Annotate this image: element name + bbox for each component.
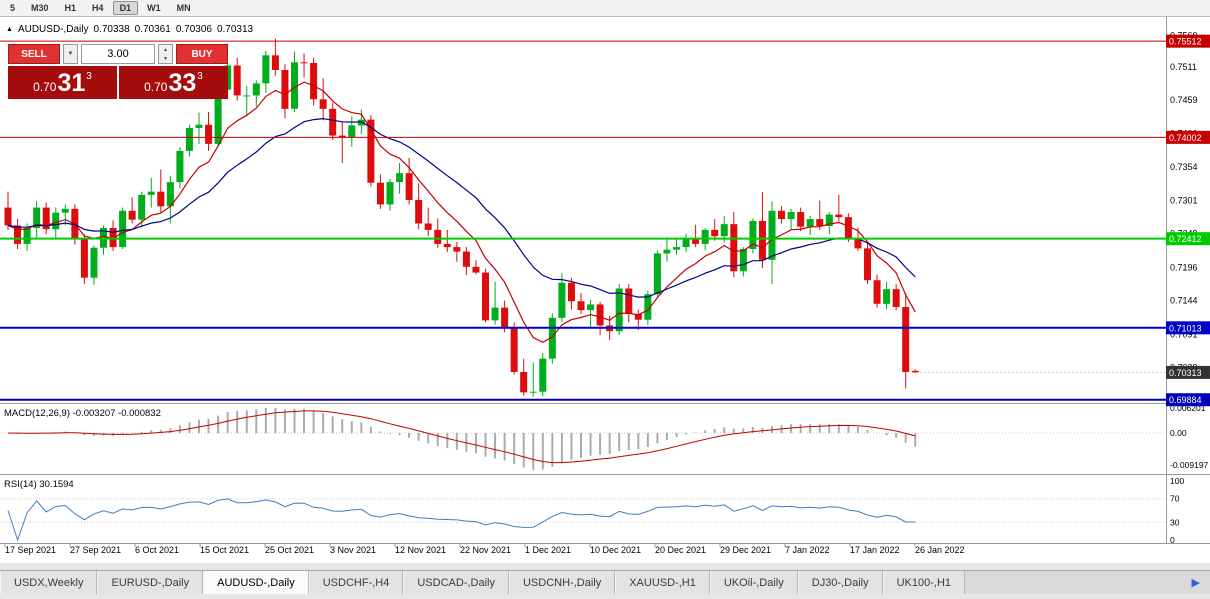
svg-text:0.7459: 0.7459 — [1170, 95, 1198, 105]
chart-tabbar: USDX,Weekly EURUSD-,Daily AUDUSD-,Daily USD… — [0, 571, 1210, 594]
chart-tab-dj30-daily[interactable]: DJ30-,Daily — [797, 571, 883, 594]
svg-text:0.75512: 0.75512 — [1169, 37, 1202, 47]
volume-input[interactable]: 3.00 — [81, 44, 155, 64]
macd-signal-line — [7, 410, 916, 464]
sell-button[interactable]: SELL — [8, 44, 60, 64]
one-click-trading-panel: SELL ▼ 3.00 ▲ ▼ BUY 0.70 31 3 0.70 33 3 — [8, 44, 228, 99]
chart-tab-uk100-h1[interactable]: UK100-,H1 — [882, 571, 966, 594]
ohlc-low: 0.70306 — [175, 24, 212, 35]
svg-text:22 Nov 2021: 22 Nov 2021 — [460, 545, 511, 555]
sell-price-prefix: 0.70 — [33, 79, 57, 94]
svg-text:1 Dec 2021: 1 Dec 2021 — [525, 545, 571, 555]
volume-spin-down-icon[interactable]: ▼ — [163, 55, 168, 62]
timeframe-button-D1[interactable]: D1 — [112, 1, 139, 15]
svg-text:12 Nov 2021: 12 Nov 2021 — [395, 545, 446, 555]
buy-button[interactable]: BUY — [176, 44, 228, 64]
timeframe-button-H1[interactable]: H1 — [64, 3, 77, 13]
ohlc-close: 0.70313 — [216, 24, 254, 35]
chart-expand-icon[interactable]: ▲ — [6, 26, 13, 33]
timeframe-button-H4[interactable]: H4 — [92, 3, 104, 13]
price-line-label-0.71013: 0.71013 — [1166, 321, 1210, 335]
candlestick-series — [4, 38, 919, 397]
svg-text:0.72412: 0.72412 — [1169, 234, 1202, 244]
timeframe-toolbar: 5 M30 H1 H4 D1 W1 MN — [0, 0, 1210, 17]
moving-average-21 — [7, 117, 916, 298]
svg-text:15 Oct 2021: 15 Oct 2021 — [200, 545, 249, 555]
svg-text:0: 0 — [1170, 535, 1175, 545]
chart-tab-ukoil-daily[interactable]: UKOil-,Daily — [709, 571, 798, 594]
svg-text:0.00: 0.00 — [1170, 428, 1187, 438]
svg-text:0.69884: 0.69884 — [1169, 395, 1202, 405]
macd-histogram — [16, 408, 917, 470]
rsi-line — [7, 498, 916, 542]
svg-text:70: 70 — [1170, 494, 1180, 504]
chart-tab-eurusd-daily[interactable]: EURUSD-,Daily — [97, 571, 204, 594]
timeframe-button-M30[interactable]: M30 — [31, 3, 49, 13]
sell-price-sup: 3 — [86, 71, 92, 82]
buy-price-prefix: 0.70 — [144, 79, 168, 94]
svg-text:17 Sep 2021: 17 Sep 2021 — [5, 545, 56, 555]
svg-text:6 Oct 2021: 6 Oct 2021 — [135, 545, 179, 555]
svg-text:26 Jan 2022: 26 Jan 2022 — [915, 545, 965, 555]
svg-text:10 Dec 2021: 10 Dec 2021 — [590, 545, 641, 555]
price-line-label-0.72412: 0.72412 — [1166, 232, 1210, 246]
volume-spinner[interactable]: ▲ ▼ — [158, 44, 173, 64]
volume-dropdown-icon[interactable]: ▼ — [63, 44, 78, 64]
macd-label: MACD(12,26,9) -0.003207 -0.000832 — [4, 408, 161, 419]
chart-tab-usdx-weekly[interactable]: USDX,Weekly — [0, 571, 98, 594]
price-line-label-0.69884: 0.69884 — [1166, 393, 1210, 407]
price-line-label-0.75512: 0.75512 — [1166, 34, 1210, 48]
ohlc-open: 0.70338 — [93, 24, 130, 35]
svg-text:0.7091: 0.7091 — [1170, 329, 1198, 339]
timeframe-button-W1[interactable]: W1 — [147, 3, 161, 13]
svg-text:20 Dec 2021: 20 Dec 2021 — [655, 545, 706, 555]
price-line-label-0.74002: 0.74002 — [1166, 130, 1210, 144]
svg-text:0.7144: 0.7144 — [1170, 296, 1198, 306]
tab-scroll-right-icon[interactable]: ▶ — [1191, 577, 1200, 589]
timeframe-button-MN[interactable]: MN — [176, 3, 191, 13]
volume-spin-up-icon[interactable]: ▲ — [163, 46, 168, 53]
svg-text:30: 30 — [1170, 517, 1180, 527]
chart-tab-usdchf-h4[interactable]: USDCHF-,H4 — [308, 571, 404, 594]
svg-text:0.006201: 0.006201 — [1170, 403, 1206, 413]
chart-tab-usdcad-daily[interactable]: USDCAD-,Daily — [403, 571, 509, 594]
svg-text:0.74002: 0.74002 — [1169, 133, 1202, 143]
buy-price-button[interactable]: 0.70 33 3 — [119, 66, 228, 99]
svg-text:0.7196: 0.7196 — [1170, 262, 1198, 272]
svg-text:0.7301: 0.7301 — [1170, 196, 1198, 206]
svg-text:29 Dec 2021: 29 Dec 2021 — [720, 545, 771, 555]
ohlc-high: 0.70361 — [134, 24, 171, 35]
chart-tab-audusd-daily[interactable]: AUDUSD-,Daily — [203, 571, 309, 594]
svg-text:27 Sep 2021: 27 Sep 2021 — [70, 545, 121, 555]
chart-tab-usdcnh-daily[interactable]: USDCNH-,Daily — [508, 571, 616, 594]
buy-price-sup: 3 — [197, 71, 203, 82]
chart-canvas[interactable]: 0.75600.75110.74590.74060.73540.73010.72… — [0, 17, 1210, 563]
rsi-label: RSI(14) 30.1594 — [4, 479, 74, 490]
sell-price-big: 31 — [57, 68, 86, 97]
current-price-label: 0.70313 — [1166, 365, 1210, 379]
svg-text:0.7354: 0.7354 — [1170, 162, 1198, 172]
svg-text:17 Jan 2022: 17 Jan 2022 — [850, 545, 900, 555]
svg-text:0.71013: 0.71013 — [1169, 323, 1202, 333]
svg-text:0.7511: 0.7511 — [1170, 62, 1197, 72]
svg-text:-0.009197: -0.009197 — [1170, 460, 1209, 470]
svg-text:3 Nov 2021: 3 Nov 2021 — [330, 545, 376, 555]
chart-title-bar: ▲ AUDUSD-,Daily 0.70338 0.70361 0.70306 … — [6, 24, 253, 35]
chart-title: AUDUSD-,Daily — [17, 24, 89, 35]
buy-price-big: 33 — [168, 68, 197, 97]
svg-text:25 Oct 2021: 25 Oct 2021 — [265, 545, 314, 555]
chart-tab-xauusd-h1[interactable]: XAUUSD-,H1 — [615, 571, 710, 594]
chart-tabs-bar: USDX,Weekly EURUSD-,Daily AUDUSD-,Daily USD… — [0, 570, 1210, 594]
svg-text:100: 100 — [1170, 476, 1184, 486]
timeframe-button-5[interactable]: 5 — [10, 3, 16, 13]
svg-text:7 Jan 2022: 7 Jan 2022 — [785, 545, 830, 555]
moving-average-8 — [7, 81, 916, 343]
svg-text:0.70313: 0.70313 — [1169, 368, 1202, 378]
date-axis[interactable]: 17 Sep 2021 27 Sep 2021 6 Oct 2021 15 Oct 2… — [4, 543, 965, 556]
sell-price-button[interactable]: 0.70 31 3 — [8, 66, 117, 99]
